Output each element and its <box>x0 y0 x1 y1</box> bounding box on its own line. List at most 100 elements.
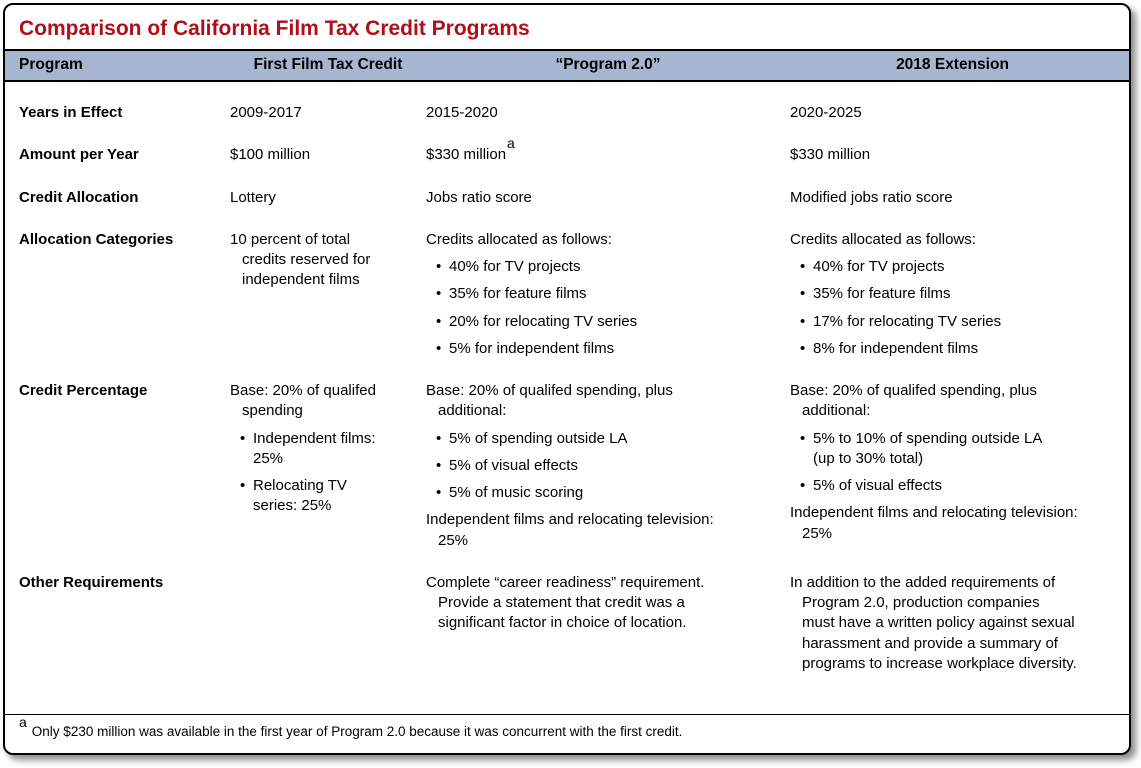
bullet-marker: • <box>800 429 806 447</box>
footnote: aOnly $230 million was available in the … <box>19 715 1113 741</box>
cell-text: Base: 20% of qualifed spending <box>230 382 376 420</box>
table-cell: $100 million <box>230 145 426 165</box>
footnote-section: aOnly $230 million was available in the … <box>5 714 1129 753</box>
bullet-item: • 8% for independent films <box>790 339 1103 359</box>
bullet-text: 5% to 10% of spending outside LA (up to … <box>813 429 1043 467</box>
bullet-text: 35% for feature films <box>813 285 951 303</box>
table-cell: Complete “career readiness” requirement.… <box>426 573 790 634</box>
bullet-text: 5% of music scoring <box>449 484 584 502</box>
cell-text: Complete “career readiness” requirement.… <box>426 573 705 632</box>
cell-text: $330 million <box>790 146 871 164</box>
bullet-marker: • <box>800 258 806 276</box>
bullet-marker: • <box>436 258 442 276</box>
bullet-marker: • <box>800 339 806 357</box>
bullet-item: • 35% for feature films <box>790 284 1103 304</box>
bullet-text: 17% for relocating TV series <box>813 312 1002 330</box>
page-title: Comparison of California Film Tax Credit… <box>19 17 530 40</box>
footnote-reference: a <box>507 135 515 152</box>
row-label: Credit Percentage <box>19 382 148 400</box>
cell-text: 2009-2017 <box>230 104 302 122</box>
table-cell: Base: 20% of qualifed spending, plus add… <box>426 381 790 551</box>
bullet-marker: • <box>436 484 442 502</box>
bullet-marker: • <box>436 456 442 474</box>
bullet-item: • 17% for relocating TV series <box>790 312 1103 332</box>
cell-text: Lottery <box>230 188 276 206</box>
bullet-text: 40% for TV projects <box>813 258 945 276</box>
cell-text: Independent films and relocating televis… <box>790 504 1078 542</box>
cell-text: Credits allocated as follows: <box>790 230 976 248</box>
cell-text: Base: 20% of qualifed spending, plus add… <box>790 382 1037 420</box>
footnote-text: Only $230 million was available in the f… <box>31 724 683 740</box>
column-header-program-2-0: “Program 2.0” <box>555 56 661 74</box>
bullet-marker: • <box>800 477 806 495</box>
cell-text: $330 milliona <box>426 135 515 164</box>
bullet-text: 35% for feature films <box>449 285 587 303</box>
cell-text: In addition to the added requirements of… <box>790 573 1077 672</box>
table-cell: Base: 20% of qualifed spending, plus add… <box>790 381 1115 544</box>
table-cell: $330 million <box>790 145 1115 165</box>
cell-text: Base: 20% of qualifed spending, plus add… <box>426 382 673 420</box>
bullet-item: • 35% for feature films <box>426 284 778 304</box>
bullet-item: • 40% for TV projects <box>426 257 778 277</box>
column-header-program: Program <box>19 56 83 74</box>
bullet-item: • 5% of visual effects <box>790 476 1103 496</box>
table-row-credit-percentage: Credit Percentage Base: 20% of qualifed … <box>5 370 1129 562</box>
table-cell: 10 percent of total credits reserved for… <box>230 230 426 291</box>
table-row-amount-per-year: Amount per Year $100 million $330 millio… <box>5 134 1129 176</box>
table-cell: 2009-2017 <box>230 103 426 123</box>
bullet-text: 20% for relocating TV series <box>449 312 638 330</box>
bullet-marker: • <box>800 312 806 330</box>
bullet-item: • 5% to 10% of spending outside LA (up to… <box>790 429 1103 470</box>
bullet-item: • Independent films: 25% <box>230 429 414 470</box>
bullet-text: Relocating TV series: 25% <box>253 477 347 515</box>
bullet-text: 5% of spending outside LA <box>449 429 628 447</box>
row-label: Allocation Categories <box>19 230 174 248</box>
bullet-text: 5% for independent films <box>449 339 615 357</box>
bullet-marker: • <box>436 339 442 357</box>
table-cell: 2020-2025 <box>790 103 1115 123</box>
cell-text: 2020-2025 <box>790 104 862 122</box>
table-cell: Credits allocated as follows: • 40% for TV… <box>426 230 790 359</box>
footnote-marker: a <box>19 713 27 730</box>
bullet-text: Independent films: 25% <box>253 429 376 467</box>
row-label: Credit Allocation <box>19 188 139 206</box>
bullet-text: 5% of visual effects <box>813 477 942 495</box>
table-cell: 2015-2020 <box>426 103 790 123</box>
bullet-text: 40% for TV projects <box>449 258 581 276</box>
row-label: Other Requirements <box>19 573 164 591</box>
column-header-first-film-tax-credit: First Film Tax Credit <box>253 56 403 74</box>
cell-text: Independent films and relocating televis… <box>426 511 714 549</box>
table-cell: Jobs ratio score <box>426 188 790 208</box>
comparison-table-card: Comparison of California Film Tax Credit… <box>3 3 1131 755</box>
table-cell: Credits allocated as follows: • 40% for TV… <box>790 230 1115 359</box>
cell-text: Modified jobs ratio score <box>790 188 953 206</box>
table-row-years-in-effect: Years in Effect 2009-2017 2015-2020 2020… <box>5 92 1129 134</box>
bullet-text: 5% of visual effects <box>449 456 578 474</box>
bullet-marker: • <box>800 285 806 303</box>
table-body: Years in Effect 2009-2017 2015-2020 2020… <box>5 82 1129 714</box>
bullet-item: • 20% for relocating TV series <box>426 312 778 332</box>
bullet-item: • 5% of visual effects <box>426 456 778 476</box>
row-label: Amount per Year <box>19 146 139 164</box>
bullet-item: • 5% of music scoring <box>426 483 778 503</box>
bullet-item: • 40% for TV projects <box>790 257 1103 277</box>
table-cell: In addition to the added requirements of… <box>790 573 1115 674</box>
bullet-marker: • <box>436 429 442 447</box>
column-header-2018-extension: 2018 Extension <box>896 56 1009 74</box>
table-header: Program First Film Tax Credit “Program 2… <box>5 49 1129 83</box>
table-cell: $330 milliona <box>426 135 790 165</box>
table-cell: Modified jobs ratio score <box>790 188 1115 208</box>
bullet-marker: • <box>240 429 246 447</box>
cell-text: 10 percent of total credits reserved for… <box>230 230 371 289</box>
table-row-allocation-categories: Allocation Categories 10 percent of tota… <box>5 219 1129 370</box>
table-row-credit-allocation: Credit Allocation Lottery Jobs ratio sco… <box>5 177 1129 219</box>
row-label: Years in Effect <box>19 104 123 122</box>
cell-text: 2015-2020 <box>426 104 498 122</box>
table-cell: Base: 20% of qualifed spending • Independe… <box>230 381 426 517</box>
table-row-other-requirements: Other Requirements Complete “career read… <box>5 562 1129 685</box>
bullet-marker: • <box>436 285 442 303</box>
bullet-item: • Relocating TV series: 25% <box>230 476 414 517</box>
bullet-marker: • <box>240 477 246 495</box>
cell-text: Jobs ratio score <box>426 188 532 206</box>
bullet-item: • 5% for independent films <box>426 339 778 359</box>
